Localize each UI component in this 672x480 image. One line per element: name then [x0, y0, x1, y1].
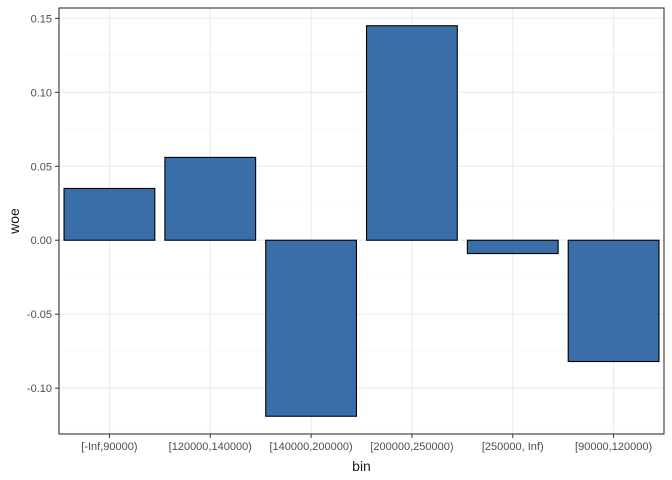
- x-tick-label: [200000,250000): [370, 441, 453, 453]
- bar: [63, 187, 156, 241]
- x-tick-label: [-Inf,90000): [81, 441, 137, 453]
- y-tick-label: -0.10: [27, 383, 52, 395]
- y-axis-ticks: -0.10 -0.05 0.00 0.05 0.10 0.15: [27, 13, 59, 395]
- y-tick-label: 0.15: [31, 13, 52, 25]
- y-tick-label: 0.10: [31, 87, 52, 99]
- bar: [265, 239, 358, 417]
- y-tick-label: -0.05: [27, 309, 52, 321]
- bars: [63, 25, 660, 417]
- x-tick-label: [120000,140000): [169, 441, 252, 453]
- panel-border: [58, 7, 665, 435]
- y-tick-label: 0.05: [31, 161, 52, 173]
- x-tick-label: [250000, Inf): [482, 441, 544, 453]
- bar: [466, 239, 559, 255]
- x-tick-label: [90000,120000): [575, 441, 652, 453]
- bar: [164, 156, 257, 241]
- y-axis-title: woe: [6, 208, 22, 235]
- bar: [567, 239, 660, 363]
- minor-gridlines: [59, 55, 664, 426]
- y-tick-label: 0.00: [31, 235, 52, 247]
- x-axis-title: bin: [352, 458, 371, 474]
- x-tick-label: [140000,200000): [269, 441, 352, 453]
- x-axis-ticks: [-Inf,90000) [120000,140000) [140000,20000…: [81, 434, 652, 453]
- bar: [365, 25, 458, 241]
